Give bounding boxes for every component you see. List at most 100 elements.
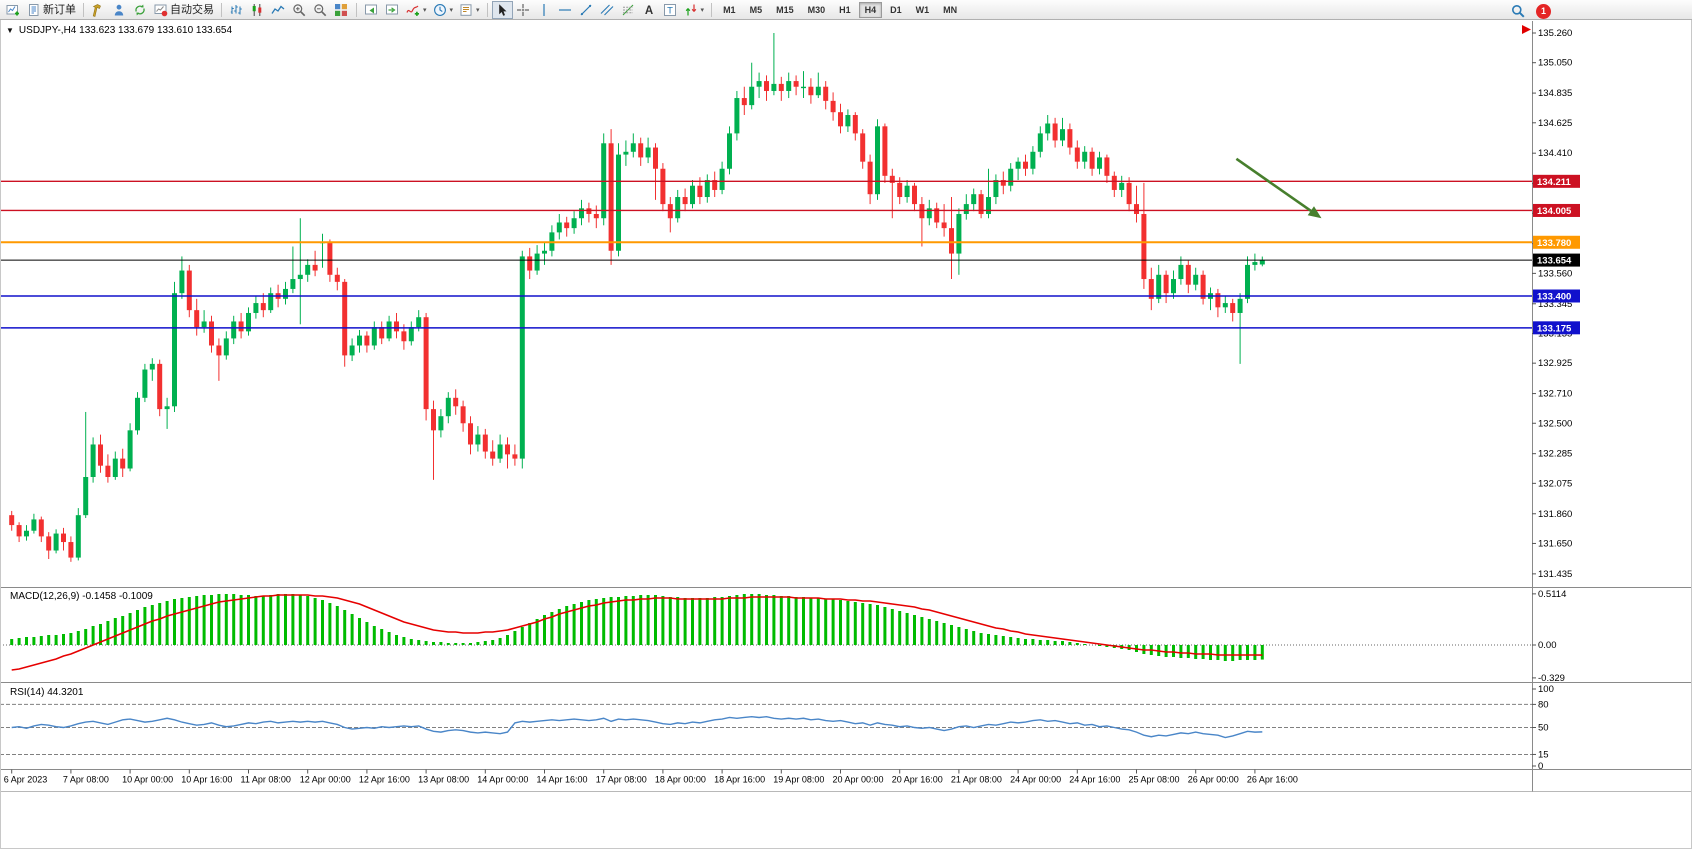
timeframe-M30[interactable]: M30 — [802, 2, 832, 18]
scroll-marker-icon[interactable] — [1522, 25, 1531, 34]
refresh-button[interactable] — [130, 1, 151, 19]
indicators-button[interactable]: ▾ — [403, 1, 430, 19]
fibonacci-button[interactable] — [618, 1, 639, 19]
down-arrow-annotation-head[interactable] — [1307, 206, 1322, 219]
candlestick — [1037, 133, 1043, 152]
candlestick — [719, 168, 725, 190]
candlestick — [431, 409, 436, 431]
candlestick — [912, 185, 917, 205]
market-watch-button[interactable] — [109, 1, 130, 19]
timeframe-H1[interactable]: H1 — [833, 2, 857, 18]
symbol-ohlc-text: USDJPY-,H4 133.623 133.679 133.610 133.6… — [18, 25, 233, 36]
candles-icon — [250, 3, 264, 17]
candlestick — [1052, 123, 1058, 141]
zoom-in-button[interactable] — [289, 1, 310, 19]
text-button[interactable]: A — [639, 1, 660, 19]
candlestick — [46, 536, 52, 551]
timeframe-D1[interactable]: D1 — [884, 2, 908, 18]
candlestick — [675, 197, 681, 219]
rsi-scale-label: 80 — [1538, 699, 1549, 710]
chart-menu-icon[interactable]: ▼ — [6, 26, 14, 35]
price-tick-label: 133.560 — [1538, 268, 1572, 279]
candlestick — [1200, 274, 1206, 299]
down-arrow-annotation[interactable] — [1235, 157, 1312, 212]
vertical-line-button[interactable] — [534, 1, 555, 19]
candlestick — [764, 81, 769, 91]
timeframe-MN[interactable]: MN — [937, 2, 963, 18]
candlestick — [408, 327, 414, 342]
time-axis-label: 24 Apr 00:00 — [1010, 775, 1061, 785]
linechart-icon — [271, 3, 285, 17]
templates-button[interactable]: ▾ — [456, 1, 483, 19]
candlestick — [993, 180, 999, 198]
timeframe-H4[interactable]: H4 — [858, 1, 883, 18]
line-chart-button[interactable] — [268, 1, 289, 19]
candlestick — [941, 222, 947, 229]
periods-button[interactable]: ▾ — [430, 1, 457, 19]
candlestick — [682, 197, 688, 205]
cursor-icon — [495, 3, 509, 17]
time-axis-label: 26 Apr 00:00 — [1188, 775, 1239, 785]
auto-scroll-button[interactable] — [382, 1, 403, 19]
candlestick — [468, 423, 473, 445]
candlestick — [105, 465, 111, 477]
timeframe-W1[interactable]: W1 — [910, 2, 936, 18]
candlestick — [98, 444, 103, 466]
equidistant-channel-button[interactable] — [597, 1, 618, 19]
auto-trading-button[interactable]: 自动交易 — [151, 1, 217, 19]
current-price-badge — [1533, 253, 1580, 267]
tile-windows-button[interactable] — [331, 1, 352, 19]
metaeditor-button[interactable] — [88, 1, 109, 19]
candlestick — [223, 338, 229, 356]
candlestick — [963, 204, 969, 214]
candlestick — [268, 293, 274, 311]
horizontal-line-button[interactable] — [555, 1, 576, 19]
trendline-button[interactable] — [576, 1, 597, 19]
candlestick — [1074, 147, 1080, 162]
new-chart-button[interactable] — [3, 1, 24, 19]
chart-info-line: ▼ USDJPY-,H4 133.623 133.679 133.610 133… — [6, 25, 232, 36]
candlestick — [1141, 213, 1147, 280]
time-axis-label: 21 Apr 08:00 — [951, 775, 1002, 785]
svg-text:A: A — [644, 5, 652, 17]
crosshair-button[interactable] — [513, 1, 534, 19]
cursor-button[interactable] — [491, 0, 513, 19]
channel-icon — [600, 3, 614, 17]
notifications-button[interactable]: 1 — [1536, 3, 1551, 19]
candlestick — [438, 416, 444, 431]
candlestick-chart-button[interactable] — [247, 1, 268, 19]
new-order-button-label: 新订单 — [43, 3, 76, 16]
candlestick — [416, 317, 422, 328]
timeframe-M15[interactable]: M15 — [770, 2, 800, 18]
text-label-button[interactable]: T — [660, 1, 681, 19]
price-tick-label: 132.285 — [1538, 449, 1572, 460]
candlestick — [216, 345, 222, 356]
price-tick-label: 132.500 — [1538, 418, 1572, 429]
resistance-line-2-badge — [1533, 203, 1580, 217]
tline-icon — [579, 3, 593, 17]
arrows-button[interactable]: ▾ — [681, 1, 708, 19]
rsi-scale-label: 100 — [1538, 684, 1554, 695]
candlestick — [490, 451, 496, 459]
candlestick — [1222, 303, 1228, 308]
candlestick — [24, 530, 29, 537]
time-axis-label: 7 Apr 08:00 — [63, 775, 109, 785]
search-button[interactable] — [1508, 2, 1529, 20]
timeframe-M1[interactable]: M1 — [717, 2, 742, 18]
candlestick — [845, 115, 851, 127]
candlestick — [349, 345, 355, 356]
candlestick — [9, 515, 15, 526]
new-order-button[interactable]: 新订单 — [24, 1, 79, 19]
bar-chart-button[interactable] — [226, 1, 247, 19]
chart-shift-button[interactable] — [361, 1, 382, 19]
timeframe-M5[interactable]: M5 — [744, 2, 769, 18]
resistance-line-2-badge-label: 134.005 — [1537, 206, 1572, 217]
auto-trading-button-label: 自动交易 — [170, 3, 214, 16]
candlestick — [645, 147, 651, 158]
candlestick — [334, 274, 340, 282]
zoom-out-button[interactable] — [310, 1, 331, 19]
candlestick — [1171, 279, 1176, 294]
macd-scale-label: 0.00 — [1538, 640, 1557, 651]
candlestick — [638, 143, 644, 158]
